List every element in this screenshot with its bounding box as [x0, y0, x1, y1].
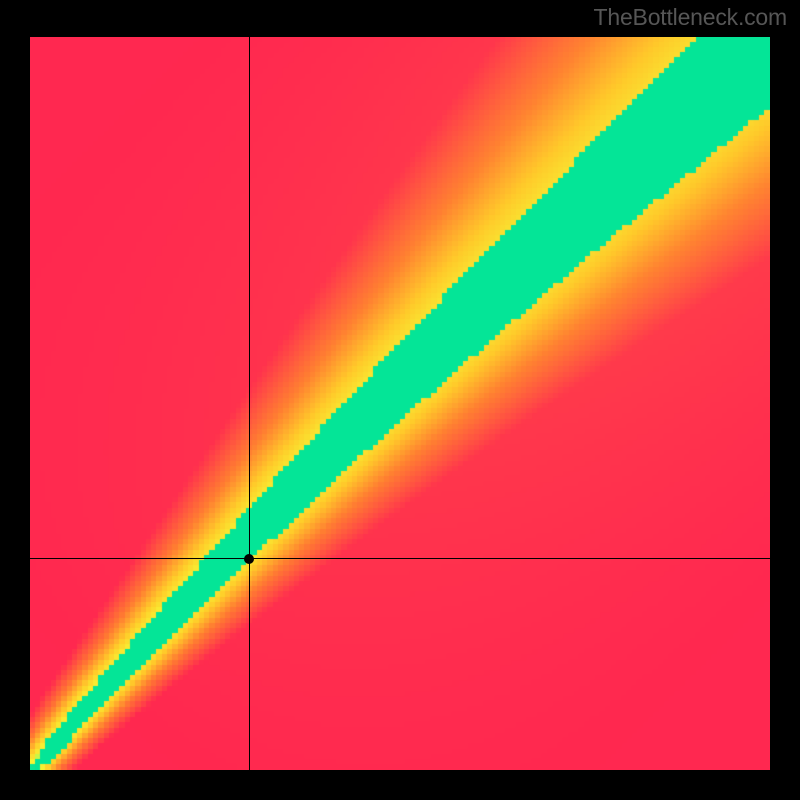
attribution-label: TheBottleneck.com [594, 4, 787, 31]
crosshair-horizontal [30, 558, 770, 559]
crosshair-vertical [249, 37, 250, 770]
bottleneck-heatmap [30, 37, 770, 770]
crosshair-point [244, 554, 254, 564]
